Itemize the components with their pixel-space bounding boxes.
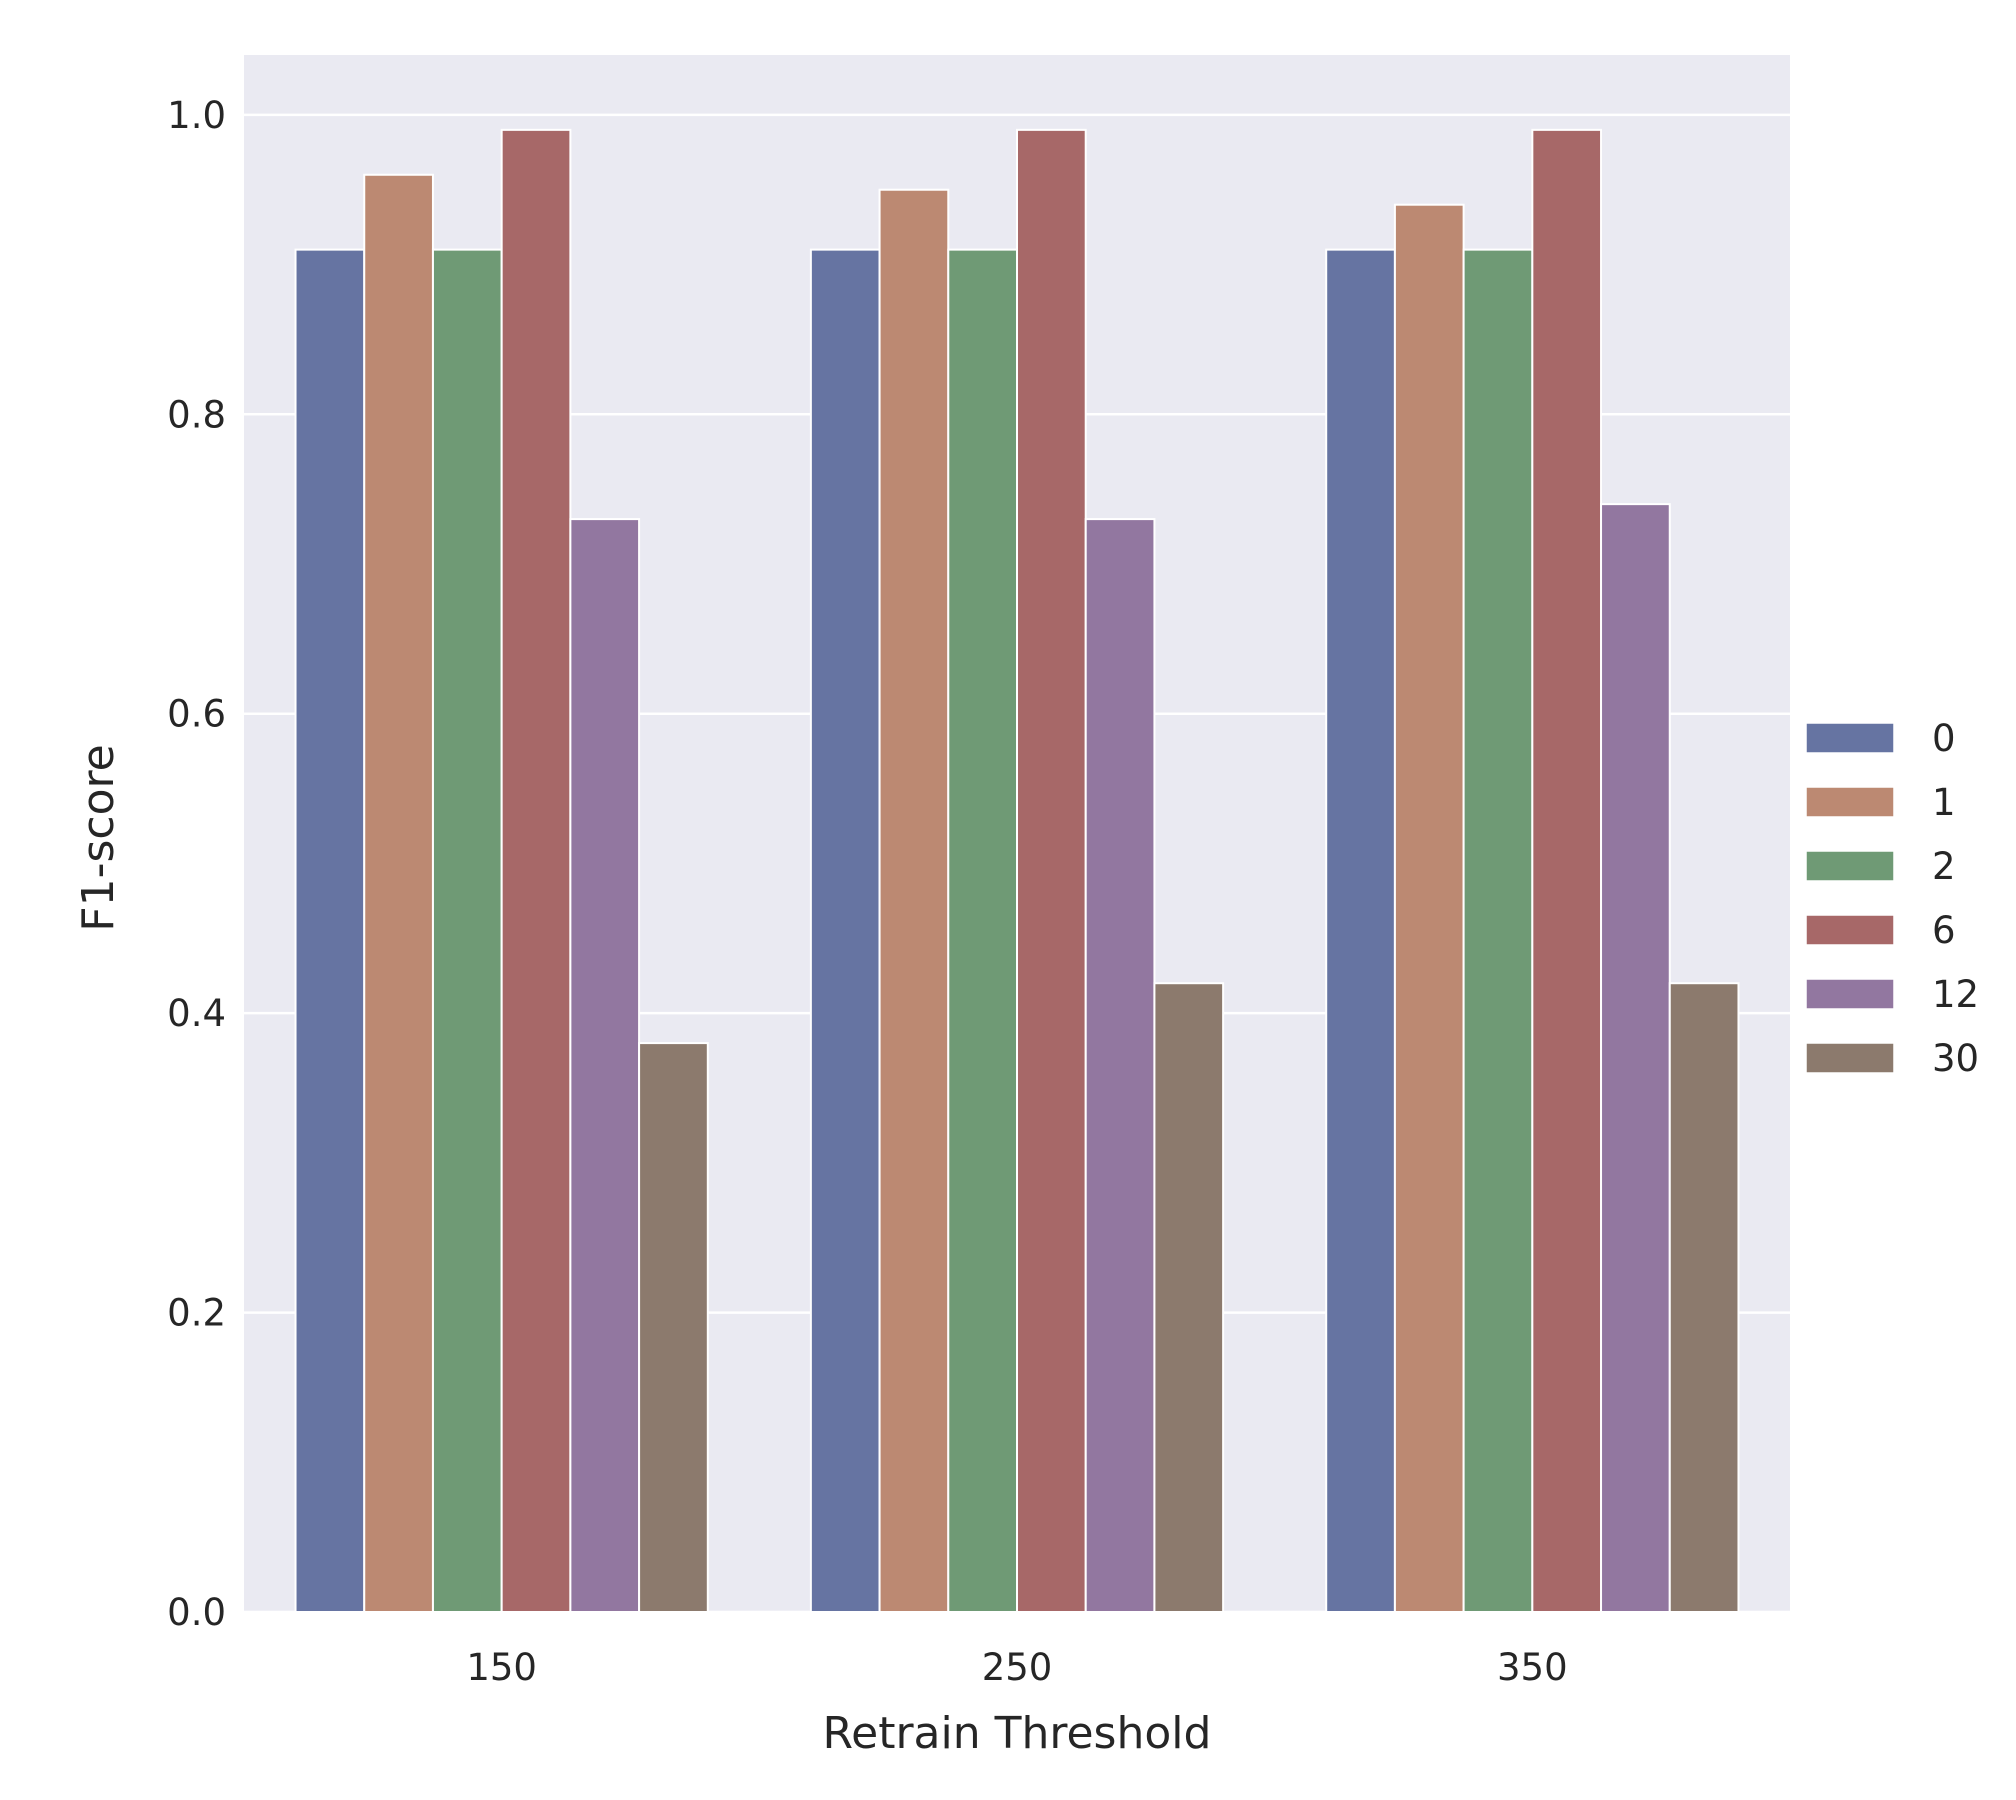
bar-series-30-350 (1668, 982, 1740, 1613)
legend-label: 2 (1932, 845, 1956, 888)
legend-label: 6 (1932, 909, 1956, 952)
bar-series-12-150 (569, 518, 641, 1614)
bar-series-6-250 (1016, 128, 1087, 1614)
bar-series-12-250 (1084, 518, 1156, 1614)
bar-series-0-150 (294, 248, 366, 1613)
bar-series-2-150 (431, 248, 503, 1613)
legend-swatch (1805, 786, 1895, 818)
x-tick-labels: 150 250 350 (466, 1646, 1567, 1689)
y-tick-labels: 0.0 0.2 0.4 0.6 0.8 1.0 (167, 94, 226, 1634)
y-tick-label: 0.4 (167, 992, 226, 1035)
bar-series-30-250 (1153, 982, 1225, 1613)
x-axis-title: Retrain Threshold (823, 1708, 1212, 1759)
bar-series-30-150 (638, 1042, 709, 1614)
legend-label: 30 (1932, 1037, 1979, 1080)
legend-label: 12 (1932, 973, 1979, 1016)
legend-swatch (1805, 914, 1895, 946)
bar-series-1-150 (363, 173, 434, 1613)
legend-swatch (1805, 850, 1895, 882)
bar-series-6-350 (1531, 128, 1603, 1614)
y-tick-label: 0.8 (167, 393, 226, 436)
bar-series-1-250 (878, 188, 950, 1614)
bar-series-0-250 (809, 248, 881, 1613)
x-tick-label: 150 (466, 1646, 537, 1689)
bar-series-1-350 (1393, 203, 1465, 1613)
bar-series-6-150 (500, 128, 572, 1614)
y-tick-label: 0.6 (167, 693, 226, 736)
bar-series-0-350 (1325, 248, 1396, 1613)
y-tick-label: 0.0 (167, 1591, 226, 1634)
y-tick-label: 0.2 (167, 1292, 226, 1335)
x-tick-label: 350 (1497, 1646, 1568, 1689)
y-axis-title: F1-score (73, 744, 124, 931)
bar-series-2-350 (1462, 248, 1534, 1613)
legend-swatch (1805, 1042, 1895, 1074)
bar-series-12-350 (1600, 503, 1671, 1613)
bar-series-2-250 (947, 248, 1018, 1613)
x-tick-label: 250 (982, 1646, 1053, 1689)
legend-swatch (1805, 722, 1895, 754)
legend-swatch (1805, 978, 1895, 1010)
legend-label: 0 (1932, 717, 1956, 760)
legend-label: 1 (1932, 781, 1956, 824)
bars (294, 128, 1740, 1614)
y-tick-label: 1.0 (167, 94, 226, 137)
